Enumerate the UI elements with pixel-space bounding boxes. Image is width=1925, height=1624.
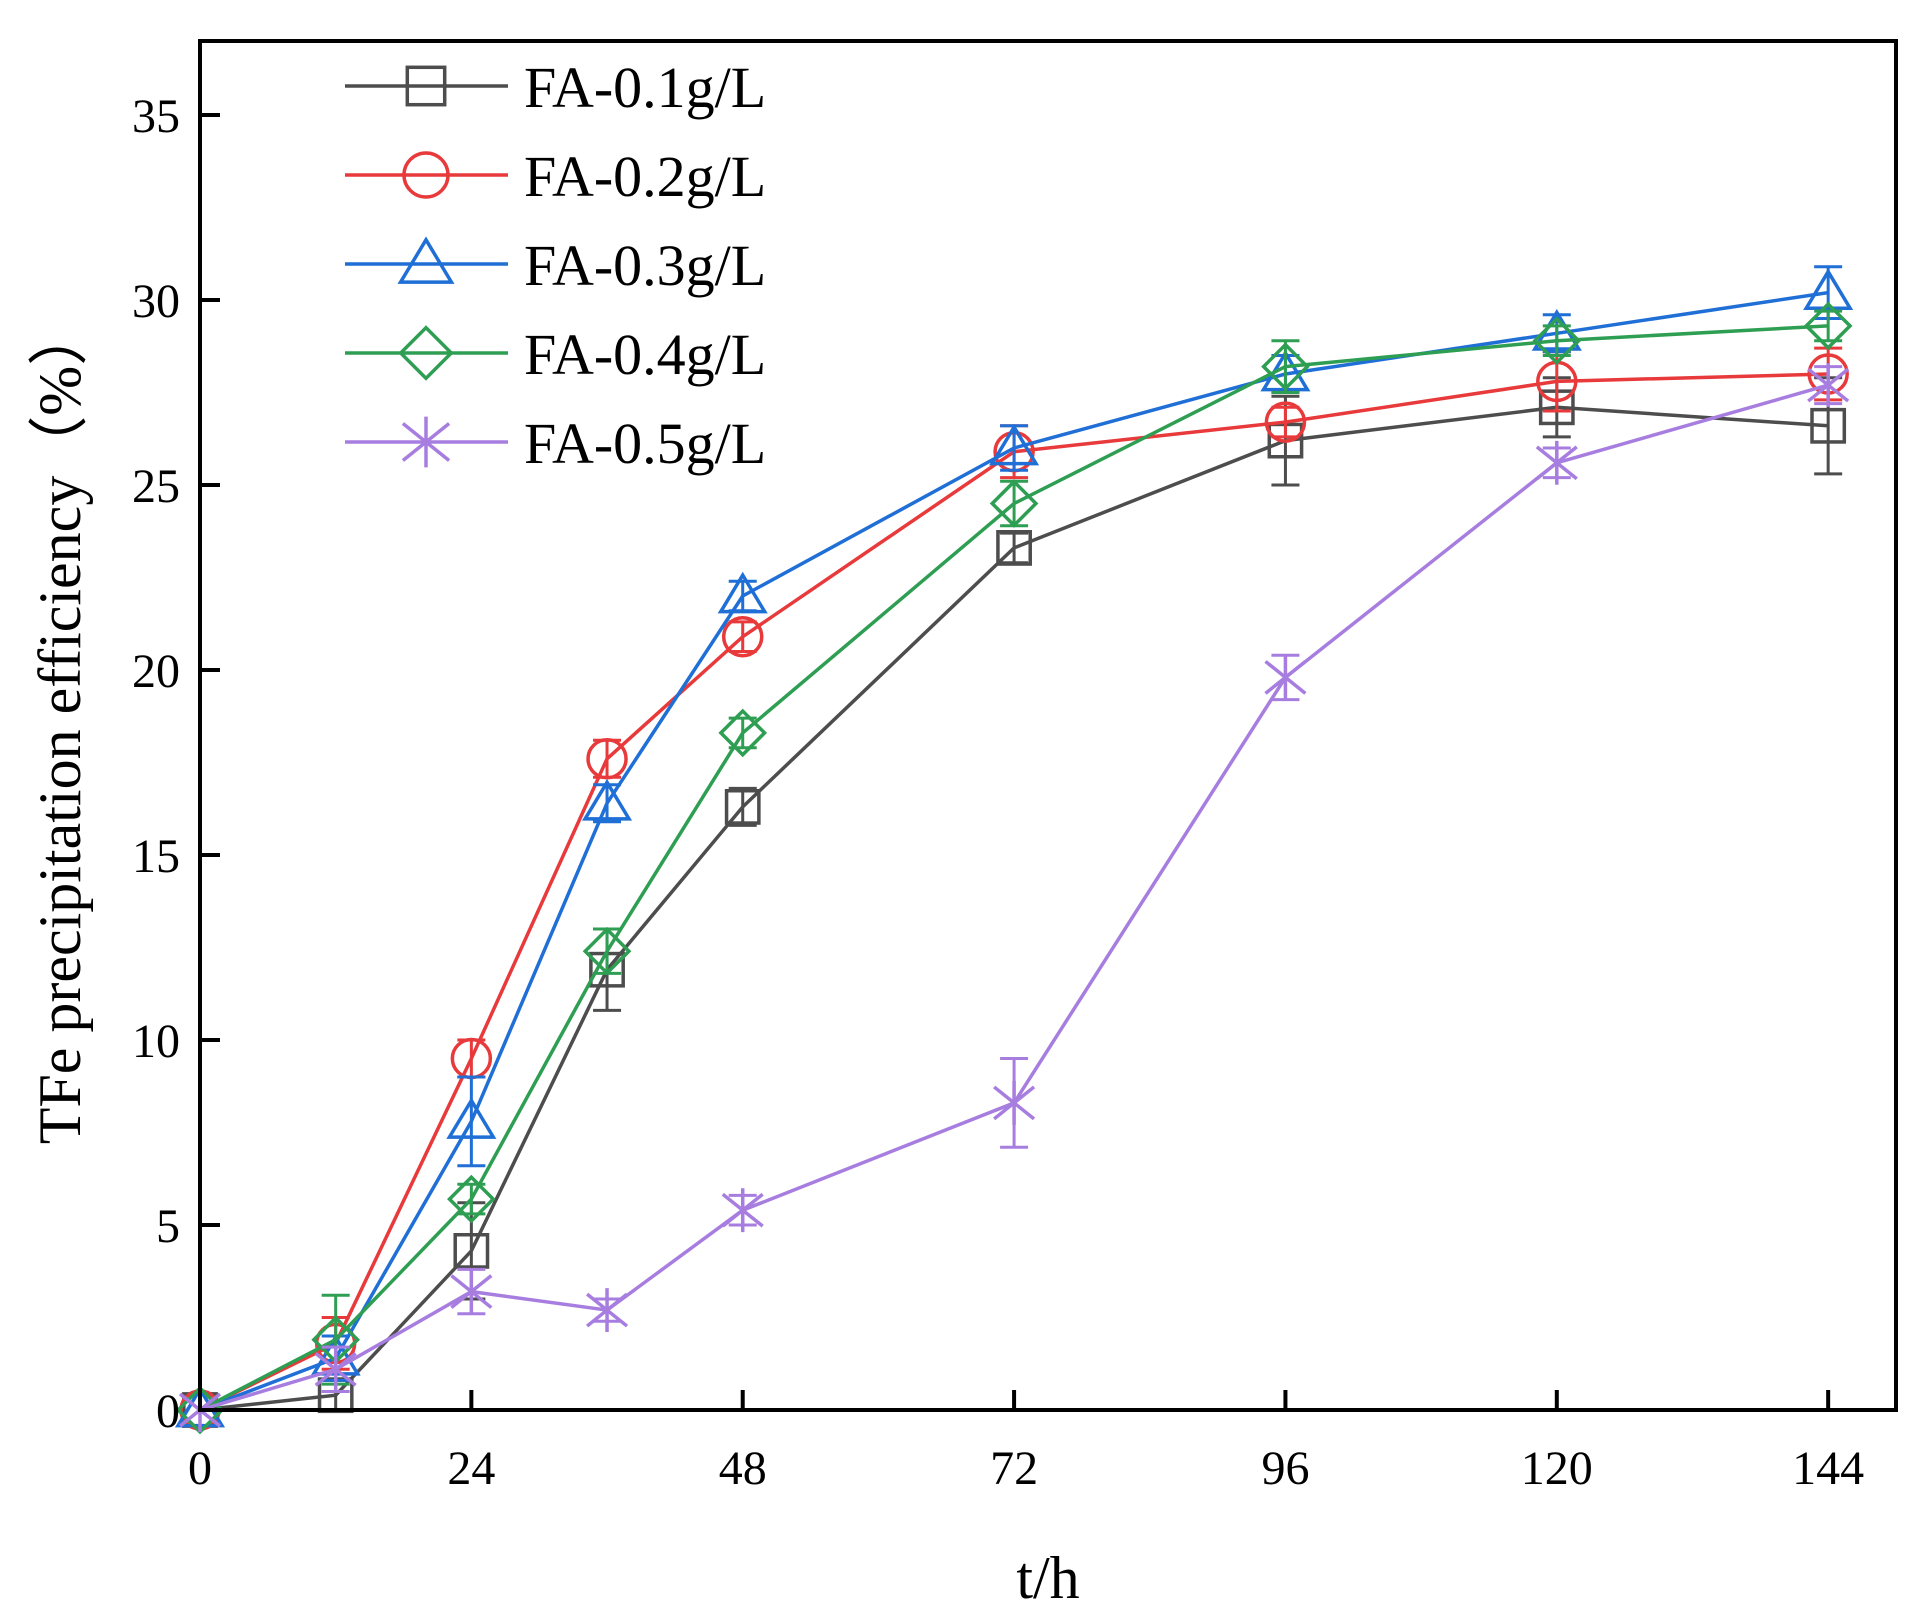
- data-point: [996, 530, 1032, 566]
- series-line: [199, 372, 1829, 1412]
- y-tick-label: 35: [132, 90, 180, 143]
- data-point: [1261, 342, 1310, 391]
- series-line: [199, 405, 1829, 1412]
- y-tick-label: 30: [132, 275, 180, 328]
- legend-label: FA-0.3g/L: [524, 233, 766, 298]
- x-tick-label: 0: [188, 1442, 212, 1495]
- data-point: [446, 1097, 497, 1139]
- data-point: [993, 1080, 1036, 1125]
- data-point: [724, 789, 761, 825]
- legend-item: FA-0.5g/L: [345, 411, 766, 476]
- legend-item: FA-0.3g/L: [345, 233, 766, 298]
- legend-label: FA-0.4g/L: [524, 322, 766, 387]
- legend-item: FA-0.1g/L: [345, 55, 766, 120]
- legend-marker: [405, 65, 447, 107]
- y-axis-title-unit: %: [27, 366, 93, 416]
- y-tick-label: 25: [132, 460, 180, 513]
- y-axis-title: TFe precipitation efficiency（%）: [27, 306, 93, 1145]
- x-tick-label: 24: [447, 1442, 495, 1495]
- y-tick-label: 0: [156, 1385, 180, 1438]
- data-point: [721, 615, 764, 658]
- data-point: [586, 738, 628, 780]
- series-line: [199, 290, 1829, 1412]
- x-tick-label: 48: [719, 1442, 767, 1495]
- y-axis-title-main: TFe precipitation efficiency（: [27, 416, 93, 1145]
- axes-layer: 0 24 48 72 96 120 144 0 5 10 15 20 25 30 35: [132, 90, 1864, 1495]
- legend: FA-0.1g/L FA-0.2g/L FA-0.3g/L FA-0.4g/L FA-0…: [345, 55, 766, 476]
- legend-marker: [402, 151, 450, 199]
- data-point: [1264, 401, 1307, 443]
- legend-marker: [401, 416, 451, 468]
- y-axis-title-close: ）: [27, 306, 93, 366]
- data-point: [721, 1188, 764, 1233]
- data-point: [1264, 655, 1307, 700]
- x-tick-label: 96: [1261, 1442, 1309, 1495]
- data-point: [1535, 440, 1578, 485]
- series-line: [199, 324, 1829, 1412]
- legend-marker: [397, 236, 455, 284]
- x-axis-title: t/h: [1016, 1545, 1079, 1611]
- data-point: [447, 1174, 496, 1224]
- y-tick-label: 15: [132, 830, 180, 883]
- legend-label: FA-0.5g/L: [524, 411, 766, 476]
- data-point: [1810, 407, 1847, 444]
- x-tick-label: 144: [1792, 1442, 1864, 1495]
- data-point: [582, 778, 633, 821]
- plot-frame: [198, 39, 1898, 1412]
- series-layer: [174, 265, 1854, 1435]
- data-point: [717, 571, 768, 614]
- y-tick-label: 10: [132, 1015, 180, 1068]
- legend-label: FA-0.2g/L: [524, 144, 766, 209]
- data-point: [1803, 268, 1854, 311]
- x-tick-label: 72: [990, 1442, 1038, 1495]
- y-tick-label: 5: [156, 1200, 180, 1253]
- legend-item: FA-0.4g/L: [345, 322, 766, 387]
- legend-label: FA-0.1g/L: [524, 55, 766, 120]
- data-point: [582, 926, 632, 976]
- legend-marker: [398, 325, 454, 381]
- data-point: [1807, 363, 1850, 408]
- data-point: [989, 423, 1040, 466]
- data-point: [314, 1347, 357, 1392]
- data-point: [1803, 301, 1853, 351]
- legend-item: FA-0.2g/L: [345, 144, 766, 209]
- series-FA-0.5g/L: [178, 363, 1850, 1432]
- data-point: [450, 1269, 493, 1314]
- data-point: [989, 479, 1039, 528]
- data-point: [1532, 316, 1582, 366]
- data-point: [585, 1288, 629, 1333]
- data-point: [718, 708, 768, 758]
- series-FA-0.4g/L: [175, 301, 1853, 1435]
- x-tick-label: 120: [1521, 1442, 1593, 1495]
- data-point: [453, 1233, 490, 1269]
- y-tick-label: 20: [132, 645, 180, 698]
